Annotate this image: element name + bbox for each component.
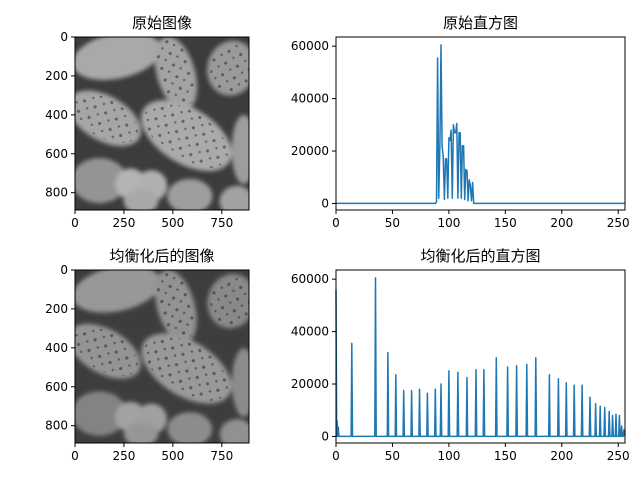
- panel-1: 原始图像 0 250 500 750 0 200 400 600 800: [45, 14, 262, 230]
- axes-frame: [335, 269, 626, 444]
- axes-frame: [335, 36, 626, 211]
- y-tick-label: 600: [45, 380, 68, 394]
- y-tick-label: 800: [45, 186, 68, 200]
- x-tick-label: 200: [550, 216, 573, 230]
- panel-3: 均衡化后的图像 0 250 500 750 0 200 400 600 800: [45, 247, 262, 463]
- histogram-line: [336, 44, 625, 205]
- y-tick-label: 20000: [291, 144, 329, 158]
- x-tick-label: 200: [550, 449, 573, 463]
- y-tick-label: 0: [60, 30, 68, 44]
- y-tick-label: 600: [45, 147, 68, 161]
- panel-title: 均衡化后的图像: [109, 247, 214, 265]
- x-tick-label: 50: [385, 216, 400, 230]
- y-tick-label: 60000: [291, 272, 329, 286]
- y-tick-label: 40000: [291, 325, 329, 339]
- x-tick-label: 0: [71, 449, 79, 463]
- axes-frame: [74, 269, 250, 444]
- axes-frame: [74, 36, 250, 211]
- y-tick-label: 200: [45, 69, 68, 83]
- x-tick-label: 150: [494, 449, 517, 463]
- x-tick-label: 150: [494, 216, 517, 230]
- x-tick-label: 500: [161, 449, 184, 463]
- histogram-line: [335, 277, 626, 438]
- y-tick-label: 0: [321, 196, 329, 210]
- panel-title: 均衡化后的直方图: [420, 247, 540, 265]
- x-tick-label: 0: [332, 216, 340, 230]
- x-tick-label: 250: [112, 449, 135, 463]
- y-tick-label: 400: [45, 341, 68, 355]
- grayscale-image: [59, 25, 263, 217]
- x-tick-label: 0: [332, 449, 340, 463]
- grayscale-image: [59, 258, 263, 450]
- panel-2: 原始直方图 0 50 100 150 200 250 0 20000 40000 60000: [291, 14, 630, 230]
- y-tick-label: 400: [45, 108, 68, 122]
- x-tick-label: 750: [210, 449, 233, 463]
- x-tick-label: 100: [437, 449, 460, 463]
- x-tick-label: 750: [210, 216, 233, 230]
- x-tick-label: 250: [112, 216, 135, 230]
- y-tick-label: 40000: [291, 92, 329, 106]
- panel-title: 原始图像: [132, 14, 192, 32]
- y-tick-label: 0: [321, 429, 329, 443]
- panel-4: 均衡化后的直方图 0 50 100 150 200 250 0 20000 40000 60000: [291, 247, 630, 463]
- y-tick-label: 20000: [291, 377, 329, 391]
- y-tick-label: 0: [60, 263, 68, 277]
- x-tick-label: 500: [161, 216, 184, 230]
- x-tick-label: 0: [71, 216, 79, 230]
- panel-title: 原始直方图: [443, 14, 518, 32]
- x-tick-label: 250: [607, 216, 630, 230]
- x-tick-label: 250: [607, 449, 630, 463]
- y-tick-label: 800: [45, 419, 68, 433]
- y-tick-label: 200: [45, 302, 68, 316]
- x-tick-label: 100: [437, 216, 460, 230]
- x-tick-label: 50: [385, 449, 400, 463]
- y-tick-label: 60000: [291, 39, 329, 53]
